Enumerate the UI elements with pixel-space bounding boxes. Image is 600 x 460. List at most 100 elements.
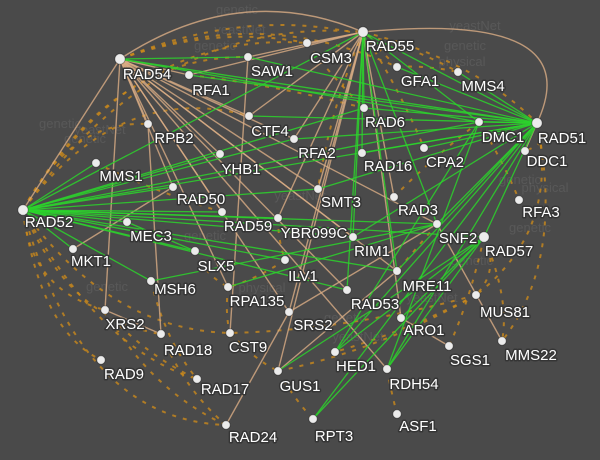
- edge-co-expression-dashed: [22, 209, 227, 426]
- node-RAD52[interactable]: [17, 204, 29, 216]
- node-ILV1[interactable]: [280, 255, 290, 265]
- node-RIM1[interactable]: [348, 232, 358, 242]
- node-CPA2[interactable]: [419, 143, 429, 153]
- node-RPA135[interactable]: [223, 282, 233, 292]
- node-label-ASF1: ASF1: [399, 418, 437, 435]
- node-label-MSH6: MSH6: [154, 281, 196, 298]
- node-RAD9[interactable]: [96, 355, 106, 365]
- watermark-text: genetic: [39, 116, 81, 131]
- node-label-HED1: HED1: [336, 358, 376, 375]
- node-DMC1[interactable]: [474, 117, 484, 127]
- node-RAD51[interactable]: [531, 117, 543, 129]
- node-label-RFA1: RFA1: [192, 82, 230, 99]
- node-label-MRE11: MRE11: [403, 278, 452, 295]
- node-RPT3[interactable]: [308, 414, 318, 424]
- node-CTF4[interactable]: [244, 111, 254, 121]
- node-RAD17[interactable]: [192, 374, 202, 384]
- node-SAW1[interactable]: [243, 52, 253, 62]
- node-ASF1[interactable]: [392, 409, 402, 419]
- edge-genetic-interaction: [22, 209, 348, 291]
- node-RAD16[interactable]: [357, 148, 367, 158]
- node-SLX5[interactable]: [190, 246, 200, 256]
- node-label-CST9: CST9: [229, 339, 267, 356]
- node-RAD57[interactable]: [478, 231, 490, 243]
- watermark-text: genetic: [184, 228, 226, 243]
- node-MMS1[interactable]: [91, 158, 101, 168]
- node-ARO1[interactable]: [396, 313, 406, 323]
- node-MMS4[interactable]: [453, 67, 463, 77]
- node-MSH6[interactable]: [146, 276, 156, 286]
- edge-physical-interaction: [188, 31, 364, 76]
- node-RDH54[interactable]: [382, 364, 392, 374]
- node-YBR099C[interactable]: [273, 213, 283, 223]
- node-label-MMS22: MMS22: [505, 347, 557, 364]
- edge-co-expression-dashed: [396, 65, 459, 73]
- node-SRS2[interactable]: [284, 307, 294, 317]
- node-label-RPB2: RPB2: [154, 130, 193, 147]
- node-MKT1[interactable]: [68, 244, 78, 254]
- node-MRE11[interactable]: [392, 266, 402, 276]
- node-label-RAD18: RAD18: [164, 342, 212, 359]
- edge-genetic-interaction: [312, 236, 485, 420]
- node-RAD50[interactable]: [168, 182, 178, 192]
- edge-genetic-interaction: [483, 122, 538, 238]
- watermark-text: genetic: [64, 131, 106, 146]
- node-RAD18[interactable]: [156, 329, 166, 339]
- node-CST9[interactable]: [225, 328, 235, 338]
- node-label-RPT3: RPT3: [315, 428, 353, 445]
- node-GFA1[interactable]: [392, 62, 402, 72]
- node-RFA1[interactable]: [184, 70, 194, 80]
- node-DDC1[interactable]: [520, 146, 530, 156]
- edge-physical-interaction: [293, 31, 364, 140]
- node-RFA3[interactable]: [514, 195, 524, 205]
- node-HED1[interactable]: [330, 347, 340, 357]
- watermark-text: genetic: [194, 38, 236, 53]
- node-MUS81[interactable]: [471, 290, 481, 300]
- node-RFA2[interactable]: [289, 134, 299, 144]
- node-RAD24[interactable]: [221, 420, 231, 430]
- edge-physical-interaction: [119, 10, 364, 60]
- node-SGS1[interactable]: [444, 341, 454, 351]
- node-label-RDH54: RDH54: [389, 376, 438, 393]
- node-label-RAD3: RAD3: [398, 202, 438, 219]
- edge-genetic-interaction: [22, 209, 223, 213]
- edge-physical-interaction: [119, 58, 229, 288]
- edge-co-expression-dashed: [119, 35, 308, 60]
- node-YHB1[interactable]: [215, 149, 225, 159]
- node-label-RAD54: RAD54: [123, 66, 171, 83]
- node-RAD54[interactable]: [114, 53, 126, 65]
- edge-physical-interaction: [436, 223, 503, 342]
- watermark-text: genetic: [509, 220, 551, 235]
- node-label-RAD53: RAD53: [351, 296, 399, 313]
- node-MMS22[interactable]: [497, 336, 507, 346]
- node-RAD3[interactable]: [389, 192, 399, 202]
- edge-genetic-interaction: [396, 122, 538, 272]
- node-label-RAD16: RAD16: [364, 158, 412, 175]
- edge-co-expression-dashed: [483, 236, 505, 342]
- edge-genetic-interaction: [22, 162, 97, 211]
- edge-physical-interaction: [362, 27, 548, 124]
- node-XRS2[interactable]: [100, 305, 110, 315]
- node-label-YBR099C: YBR099C: [281, 225, 348, 242]
- node-RAD53[interactable]: [342, 285, 352, 295]
- node-MEC3[interactable]: [122, 217, 132, 227]
- node-label-SGS1: SGS1: [450, 352, 490, 369]
- node-GUS1[interactable]: [273, 366, 283, 376]
- node-label-GUS1: GUS1: [280, 378, 321, 395]
- node-RAD6[interactable]: [359, 103, 369, 113]
- node-RAD59[interactable]: [217, 207, 227, 217]
- node-RAD55[interactable]: [357, 26, 369, 38]
- node-label-CSM3: CSM3: [310, 50, 352, 67]
- edge-genetic-interaction: [126, 221, 196, 252]
- node-label-RFA3: RFA3: [522, 204, 560, 221]
- node-CSM3[interactable]: [302, 38, 312, 48]
- edge-genetic-interaction: [22, 209, 398, 272]
- node-label-SLX5: SLX5: [198, 258, 235, 275]
- node-label-RAD9: RAD9: [104, 366, 144, 383]
- node-RPB2[interactable]: [143, 119, 153, 129]
- node-SNF2[interactable]: [432, 219, 442, 229]
- node-SMT3[interactable]: [313, 184, 323, 194]
- edge-physical-interaction: [225, 311, 290, 426]
- node-label-DDC1: DDC1: [527, 153, 568, 170]
